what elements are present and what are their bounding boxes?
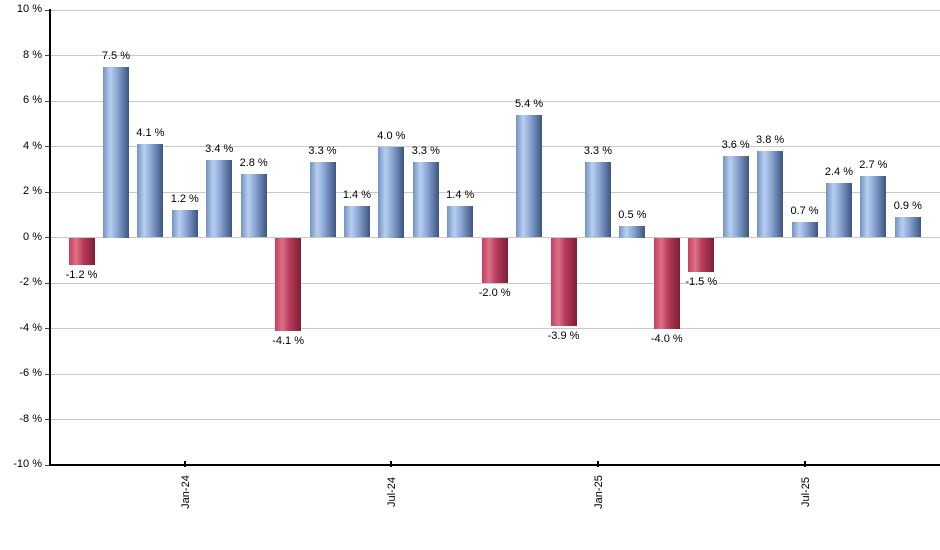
gridline xyxy=(50,282,940,284)
bar xyxy=(619,226,646,238)
bar-value-label: 4.0 % xyxy=(377,129,406,142)
x-axis-line xyxy=(49,464,940,466)
y-axis-label: 6 % xyxy=(23,94,42,106)
gridline xyxy=(50,419,940,420)
gridline xyxy=(50,146,940,147)
bar xyxy=(412,162,439,238)
bar-value-label: 0.5 % xyxy=(618,209,647,222)
bar-value-label: 7.5 % xyxy=(101,49,130,62)
bar-value-label: 3.6 % xyxy=(721,138,750,151)
y-axis-label: -8 % xyxy=(19,412,42,425)
bar-value-label: 3.3 % xyxy=(411,145,440,158)
y-axis-tick xyxy=(45,419,50,420)
y-axis-label: 0 % xyxy=(23,230,42,243)
y-axis-tick xyxy=(45,191,50,193)
bar xyxy=(378,146,405,238)
bar-value-label: -4.1 % xyxy=(272,334,304,347)
bar-value-label: 3.8 % xyxy=(756,134,785,147)
bar xyxy=(137,144,164,238)
bar xyxy=(343,205,370,238)
bar xyxy=(722,155,749,238)
y-axis-label: 2 % xyxy=(23,185,42,197)
x-axis-tick xyxy=(183,461,186,467)
bar-value-label: -4.0 % xyxy=(650,332,683,345)
bar xyxy=(102,66,129,238)
gridline xyxy=(50,328,940,329)
bar-value-label: -2.0 % xyxy=(478,287,511,299)
bar-value-label: -1.5 % xyxy=(685,275,718,288)
bar-value-label: 2.4 % xyxy=(824,165,854,178)
gridline xyxy=(50,9,940,11)
bar-value-label: -1.2 % xyxy=(65,268,98,281)
bar xyxy=(447,205,474,238)
y-axis-label: -2 % xyxy=(19,276,42,288)
bar-value-label: 0.7 % xyxy=(790,204,819,217)
bar xyxy=(688,237,715,272)
bar xyxy=(481,237,508,283)
y-axis-tick xyxy=(45,9,50,11)
bar-value-label: 1.4 % xyxy=(446,188,475,201)
y-axis-tick xyxy=(45,146,50,147)
y-axis-label: 10 % xyxy=(16,3,42,15)
bar-value-label: 0.9 % xyxy=(893,200,922,213)
bar xyxy=(894,217,921,238)
y-axis-tick xyxy=(45,373,50,375)
y-axis-label: 8 % xyxy=(23,48,42,61)
y-axis-label: -10 % xyxy=(13,458,42,470)
y-axis-tick xyxy=(45,237,50,238)
x-axis-tick xyxy=(596,461,599,467)
y-axis-label: -4 % xyxy=(19,321,42,334)
y-axis-tick xyxy=(45,100,50,102)
y-axis-label: 4 % xyxy=(23,139,42,152)
bar-value-label: 5.4 % xyxy=(515,97,544,110)
gridline xyxy=(50,55,940,56)
bar-value-label: -3.9 % xyxy=(547,330,580,343)
x-axis-label: Jul-25 xyxy=(799,477,812,507)
y-axis-tick xyxy=(45,55,50,56)
bar xyxy=(653,237,680,329)
bar xyxy=(550,237,577,327)
bar-value-label: 1.4 % xyxy=(342,188,372,201)
bar-value-label: 3.4 % xyxy=(205,143,234,156)
x-axis-label: Jan-25 xyxy=(592,475,605,509)
bar xyxy=(68,237,95,265)
bar-value-label: 3.3 % xyxy=(583,145,613,158)
bar xyxy=(171,210,198,238)
y-axis-tick xyxy=(45,328,50,329)
bar xyxy=(791,221,818,238)
bar-value-label: 2.7 % xyxy=(859,159,888,172)
bar xyxy=(240,173,267,238)
bar xyxy=(309,162,336,238)
bar xyxy=(275,237,302,331)
bar-value-label: 1.2 % xyxy=(170,193,199,206)
bar xyxy=(516,114,543,238)
bar-value-label: 2.8 % xyxy=(239,156,268,169)
bar xyxy=(757,151,784,238)
y-axis-tick xyxy=(45,464,50,466)
bar xyxy=(860,176,887,238)
bar-value-label: 3.3 % xyxy=(308,145,337,158)
y-axis-line xyxy=(49,9,51,466)
gridline xyxy=(50,100,940,102)
gridline xyxy=(50,191,940,193)
x-axis-label: Jul-24 xyxy=(386,477,399,507)
x-axis-tick xyxy=(803,461,806,467)
x-axis-label: Jan-24 xyxy=(179,475,192,509)
bar xyxy=(206,160,233,238)
bar xyxy=(825,182,852,238)
y-axis-label: -6 % xyxy=(19,367,42,379)
x-axis-tick xyxy=(390,461,393,467)
bar xyxy=(584,162,611,238)
gridline xyxy=(50,373,940,375)
bar-value-label: 4.1 % xyxy=(136,127,165,140)
y-axis-tick xyxy=(45,282,50,284)
